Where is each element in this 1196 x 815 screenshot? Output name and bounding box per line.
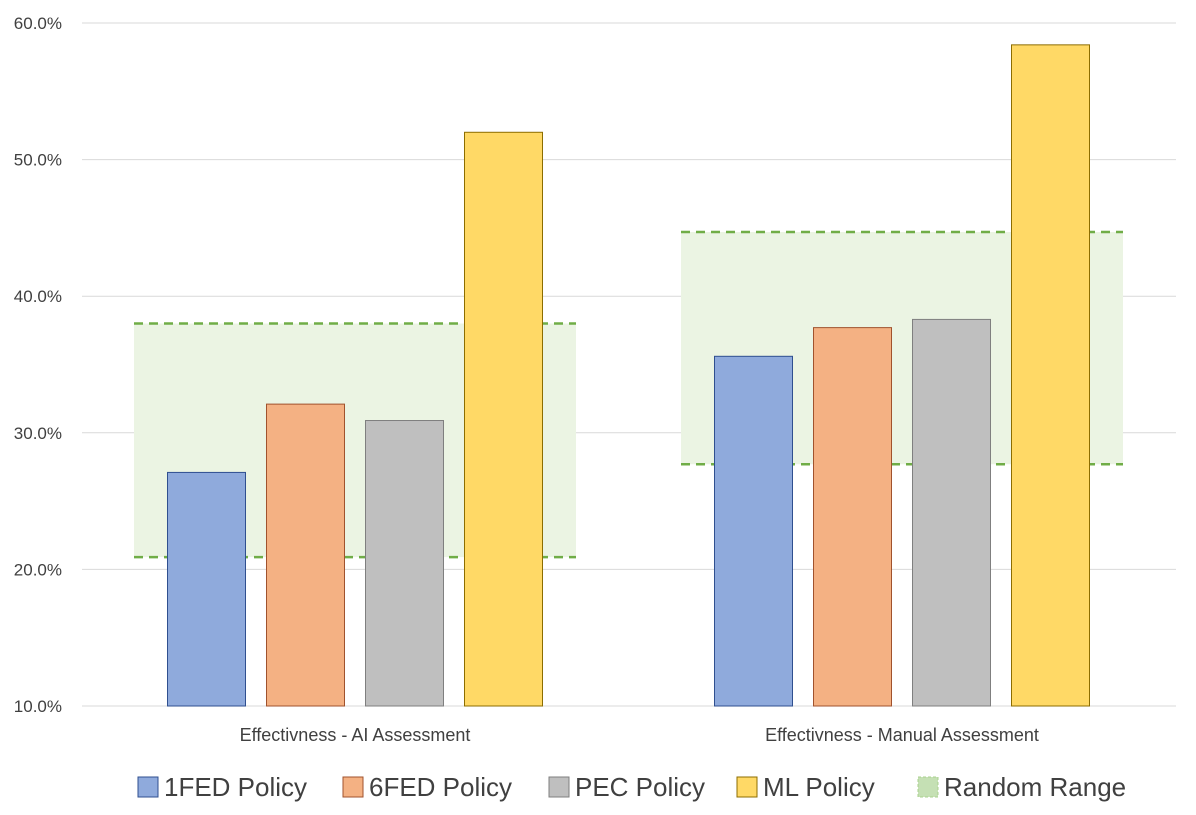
x-category-label: Effectivness - Manual Assessment (765, 725, 1039, 745)
y-tick-label: 60.0% (14, 14, 62, 33)
legend-label-random-range: Random Range (944, 772, 1126, 802)
y-tick-label: 50.0% (14, 151, 62, 170)
legend-swatch-ml-policy (736, 776, 758, 798)
legend-label-1fed-policy: 1FED Policy (164, 772, 307, 802)
bar-pec-policy-2 (912, 318, 991, 707)
y-axis: 10.0% 20.0% 30.0% 40.0% 50.0% 60.0% (14, 14, 62, 716)
y-tick-label: 10.0% (14, 697, 62, 716)
legend-swatch-random-range (917, 776, 939, 798)
y-tick-label: 30.0% (14, 424, 62, 443)
bar-ml-policy-1 (464, 131, 543, 707)
bar-6fed-policy-1 (266, 403, 345, 707)
x-category-label: Effectivness - AI Assessment (240, 725, 471, 745)
bars (167, 44, 1090, 707)
bar-1fed-policy-1 (167, 471, 246, 707)
legend-label-pec-policy: PEC Policy (575, 772, 705, 802)
bar-1fed-policy-2 (714, 355, 793, 707)
bar-ml-policy-2 (1011, 44, 1090, 707)
x-axis-categories: Effectivness - AI Assessment Effectivness… (240, 725, 1039, 745)
y-tick-label: 20.0% (14, 560, 62, 579)
legend: 1FED Policy 6FED Policy PEC Policy ML Polic… (137, 772, 1126, 802)
bar-pec-policy-1 (365, 420, 444, 707)
bar-6fed-policy-2 (813, 327, 892, 707)
legend-label-6fed-policy: 6FED Policy (369, 772, 512, 802)
legend-swatch-6fed-policy (342, 776, 364, 798)
y-tick-label: 40.0% (14, 287, 62, 306)
legend-swatch-pec-policy (548, 776, 570, 798)
legend-swatch-1fed-policy (137, 776, 159, 798)
legend-label-ml-policy: ML Policy (763, 772, 875, 802)
